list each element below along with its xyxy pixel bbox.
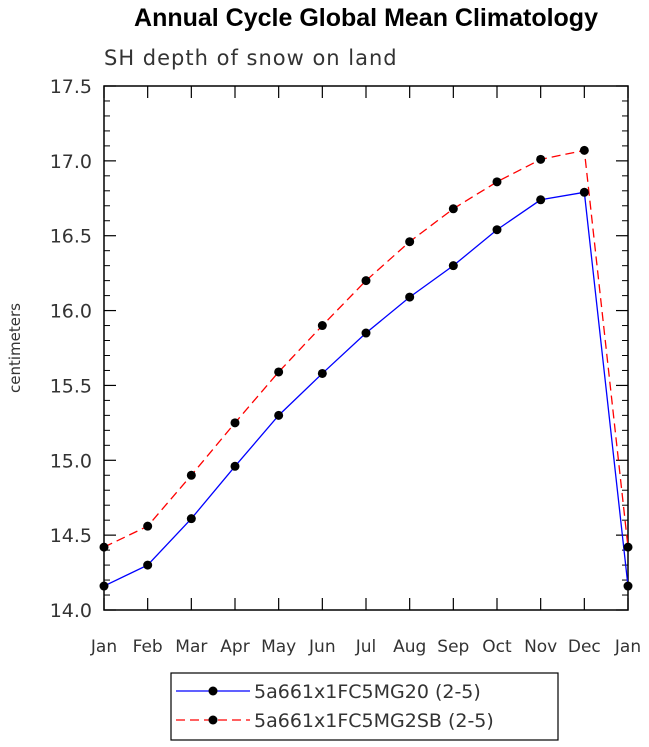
y-tick-label: 14.0 [50, 600, 92, 622]
series-2-point [230, 418, 240, 428]
series-1-point [448, 261, 458, 271]
series-1-point [230, 461, 240, 471]
y-tick-label: 15.5 [50, 375, 92, 397]
x-tick-label: Jan [90, 637, 117, 657]
y-tick-label: 16.5 [50, 226, 92, 248]
x-tick-label: Nov [524, 637, 557, 657]
y-tick-label: 16.0 [50, 301, 92, 323]
y-tick-label: 17.5 [50, 76, 92, 98]
legend: 5a661x1FC5MG20 (2-5) 5a661x1FC5MG2SB (2-5… [176, 681, 494, 732]
plot-frame [103, 85, 629, 611]
legend-label-1: 5a661x1FC5MG20 (2-5) [254, 681, 481, 703]
series-1-point [186, 514, 196, 524]
axis-ticks: 14.0 14.5 15.0 15.5 16.0 16.5 17.0 17.5 Jan Feb Ma… [50, 76, 641, 657]
chart-title: Annual Cycle Global Mean Climatology [134, 4, 598, 32]
series-2-point [405, 237, 415, 247]
legend-label-2: 5a661x1FC5MG2SB (2-5) [254, 710, 494, 732]
series-line-1 [103, 191, 629, 587]
series-1-point [492, 225, 502, 235]
chart-subtitle: SH depth of snow on land [104, 46, 398, 70]
x-tick-label: Feb [133, 637, 163, 657]
series-line-2 [103, 149, 629, 548]
legend-marker-2 [208, 715, 218, 725]
series-2-point [448, 204, 458, 214]
x-tick-label: Jul [355, 637, 377, 657]
series-2-point [317, 321, 327, 331]
series-1-point [361, 328, 371, 338]
x-tick-label: May [261, 637, 296, 657]
series-2-point [361, 276, 371, 286]
x-tick-label: Apr [220, 637, 249, 657]
series-2-point [536, 154, 546, 164]
y-axis-label: centimeters [6, 303, 24, 393]
x-tick-label: Jan [614, 637, 641, 657]
series-2-point [579, 145, 589, 155]
series-2-point [623, 542, 633, 552]
series-1-point [274, 410, 284, 420]
series-1-point [317, 368, 327, 378]
legend-box [170, 672, 559, 741]
series-2-point [99, 542, 109, 552]
series-1-point [405, 292, 415, 302]
series-2-point [143, 521, 153, 531]
x-tick-label: Aug [393, 637, 426, 657]
series-2-point [186, 470, 196, 480]
series-1-point [99, 581, 109, 591]
series-2-point [492, 177, 502, 187]
y-tick-label: 17.0 [50, 151, 92, 173]
x-tick-label: Jun [308, 637, 336, 657]
series-1-point [143, 560, 153, 570]
series-2-point [274, 367, 284, 377]
legend-marker-1 [208, 686, 218, 696]
x-tick-label: Dec [568, 637, 601, 657]
y-tick-label: 14.5 [50, 525, 92, 547]
series-1-point [536, 195, 546, 205]
series-layer [99, 145, 633, 591]
series-1-point [623, 581, 633, 591]
x-tick-label: Sep [437, 637, 469, 657]
x-tick-label: Mar [175, 637, 207, 657]
series-1-point [579, 187, 589, 197]
y-tick-label: 15.0 [50, 450, 92, 472]
x-tick-label: Oct [482, 637, 512, 657]
